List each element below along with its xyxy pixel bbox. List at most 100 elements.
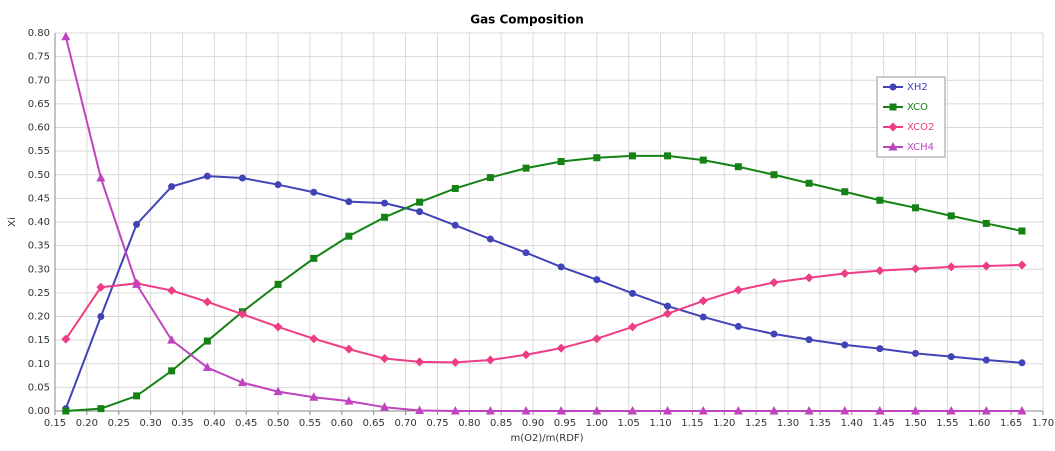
marker xyxy=(167,286,177,296)
marker xyxy=(273,322,283,332)
y-tick-label: 0.15 xyxy=(28,335,50,346)
marker xyxy=(450,406,460,415)
marker xyxy=(770,330,778,338)
x-tick-label: 1.00 xyxy=(586,418,608,429)
marker xyxy=(889,83,897,91)
marker xyxy=(521,350,531,360)
marker xyxy=(451,221,459,229)
marker xyxy=(486,174,494,182)
series-line xyxy=(65,263,1022,364)
marker xyxy=(804,273,814,283)
marker xyxy=(344,396,354,405)
marker xyxy=(97,405,105,413)
marker xyxy=(202,362,212,372)
x-tick-label: 1.40 xyxy=(841,418,863,429)
marker xyxy=(309,334,319,344)
marker xyxy=(840,406,850,415)
x-tick-label: 0.35 xyxy=(171,418,193,429)
x-tick-label: 0.70 xyxy=(394,418,416,429)
marker xyxy=(168,183,176,191)
marker xyxy=(380,402,390,411)
legend-label: XCO2 xyxy=(907,122,934,133)
series-line xyxy=(64,175,1023,409)
x-tick-label: 0.90 xyxy=(522,418,544,429)
marker xyxy=(557,263,565,271)
x-tick-label: 0.75 xyxy=(426,418,448,429)
marker xyxy=(981,261,991,271)
y-tick-label: 0.75 xyxy=(28,52,50,63)
x-tick-label: 1.05 xyxy=(618,418,640,429)
legend-label: XCO xyxy=(907,102,928,113)
marker xyxy=(521,406,531,415)
marker xyxy=(699,313,707,321)
marker xyxy=(593,154,601,162)
marker xyxy=(734,163,742,171)
marker xyxy=(485,355,495,365)
marker xyxy=(450,357,460,367)
x-tick-label: 1.65 xyxy=(1000,418,1022,429)
marker xyxy=(946,406,956,415)
marker xyxy=(698,406,708,415)
x-tick-label: 0.55 xyxy=(299,418,321,429)
x-tick-label: 0.45 xyxy=(235,418,257,429)
y-tick-label: 0.25 xyxy=(28,288,50,299)
marker xyxy=(1018,227,1026,235)
marker xyxy=(888,142,898,151)
y-tick-label: 0.30 xyxy=(28,264,50,275)
marker xyxy=(62,407,70,415)
marker xyxy=(274,181,282,189)
marker xyxy=(522,249,530,257)
marker xyxy=(982,219,990,227)
marker xyxy=(663,406,673,415)
x-tick-label: 1.60 xyxy=(968,418,990,429)
y-tick-label: 0.65 xyxy=(28,99,50,110)
marker xyxy=(912,349,920,357)
series-line xyxy=(64,36,1022,412)
marker xyxy=(841,341,849,349)
marker xyxy=(981,406,991,415)
marker xyxy=(769,406,779,415)
marker xyxy=(416,208,424,216)
marker xyxy=(168,367,176,375)
y-tick-label: 0.55 xyxy=(28,146,50,157)
marker xyxy=(628,406,638,415)
y-tick-label: 0.40 xyxy=(28,217,50,228)
marker xyxy=(769,277,779,287)
marker xyxy=(1017,406,1027,415)
x-tick-label: 1.15 xyxy=(681,418,703,429)
y-axis-label: Xi xyxy=(7,217,18,227)
marker xyxy=(556,343,566,353)
marker xyxy=(699,156,707,164)
marker xyxy=(381,213,389,221)
legend: XH2 XCO XCO2 XCH4 xyxy=(876,76,946,158)
marker xyxy=(203,337,211,345)
marker xyxy=(1018,359,1026,367)
x-tick-label: 0.25 xyxy=(108,418,130,429)
marker xyxy=(911,406,921,415)
marker xyxy=(133,220,141,228)
marker xyxy=(380,354,390,364)
marker xyxy=(415,405,425,415)
marker xyxy=(593,276,601,284)
marker xyxy=(876,196,884,204)
marker xyxy=(485,406,495,415)
marker xyxy=(911,264,921,274)
x-tick-label: 1.55 xyxy=(936,418,958,429)
x-tick-label: 0.95 xyxy=(554,418,576,429)
x-tick-label: 1.30 xyxy=(777,418,799,429)
marker xyxy=(805,179,813,187)
marker xyxy=(96,282,106,292)
marker xyxy=(61,334,71,344)
marker xyxy=(1017,260,1027,270)
y-tick-label: 0.50 xyxy=(28,170,50,181)
marker xyxy=(629,289,637,297)
legend-label: XH2 xyxy=(907,82,928,93)
marker xyxy=(664,152,672,160)
marker xyxy=(629,152,637,160)
marker xyxy=(698,296,708,306)
marker xyxy=(274,280,282,288)
marker xyxy=(344,344,354,354)
marker xyxy=(238,174,246,182)
marker xyxy=(557,158,565,166)
